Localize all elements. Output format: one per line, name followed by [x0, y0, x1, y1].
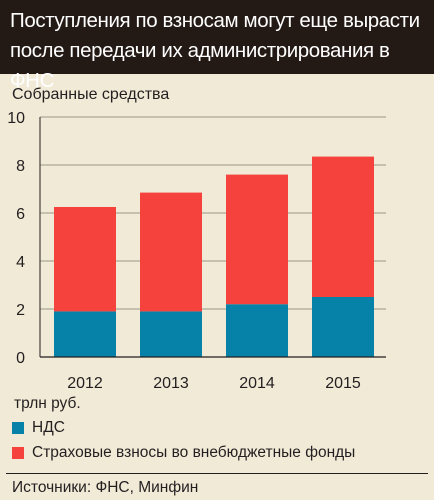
bar-segment-insurance — [140, 192, 202, 312]
footer-divider — [6, 473, 428, 474]
bar-segment-vat — [140, 311, 202, 357]
unit-label: трлн руб. — [14, 395, 81, 412]
legend-item-insurance: Страховые взносы во внебюджетные фонды — [12, 444, 355, 462]
chart-subtitle: Собранные средства — [12, 86, 170, 103]
bar-chart: 0 2 4 6 8 10 2012 2013 2014 2015 — [7, 110, 386, 390]
title-bar: Поступления по взносам могут еще вырасти… — [0, 0, 434, 92]
bar-segment-vat — [54, 311, 116, 357]
legend-label-insurance: Страховые взносы во внебюджетные фонды — [32, 444, 356, 461]
x-tick-label: 2013 — [153, 375, 189, 390]
y-tick-label: 10 — [7, 110, 25, 127]
x-tick-label: 2014 — [239, 375, 275, 390]
x-tick-label: 2015 — [325, 375, 361, 390]
y-tick-label: 4 — [16, 254, 25, 271]
legend-swatch-insurance — [12, 447, 24, 459]
bar-segment-vat — [226, 304, 288, 357]
bar-segment-vat — [312, 297, 374, 357]
y-tick-label: 0 — [16, 350, 25, 367]
legend-label-vat: НДС — [32, 419, 65, 436]
legend-swatch-vat — [12, 422, 24, 434]
y-tick-label: 2 — [16, 302, 25, 319]
source-note: Источники: ФНС, Минфин — [12, 479, 199, 496]
bar-segment-insurance — [226, 174, 288, 305]
legend-item-vat: НДС — [12, 419, 65, 437]
y-tick-label: 8 — [16, 158, 25, 175]
bar-segment-insurance — [54, 207, 116, 312]
chart-title: Поступления по взносам могут еще вырасти… — [10, 9, 420, 92]
x-tick-label: 2012 — [67, 375, 103, 390]
bar-segment-insurance — [312, 156, 374, 297]
y-tick-label: 6 — [16, 206, 25, 223]
